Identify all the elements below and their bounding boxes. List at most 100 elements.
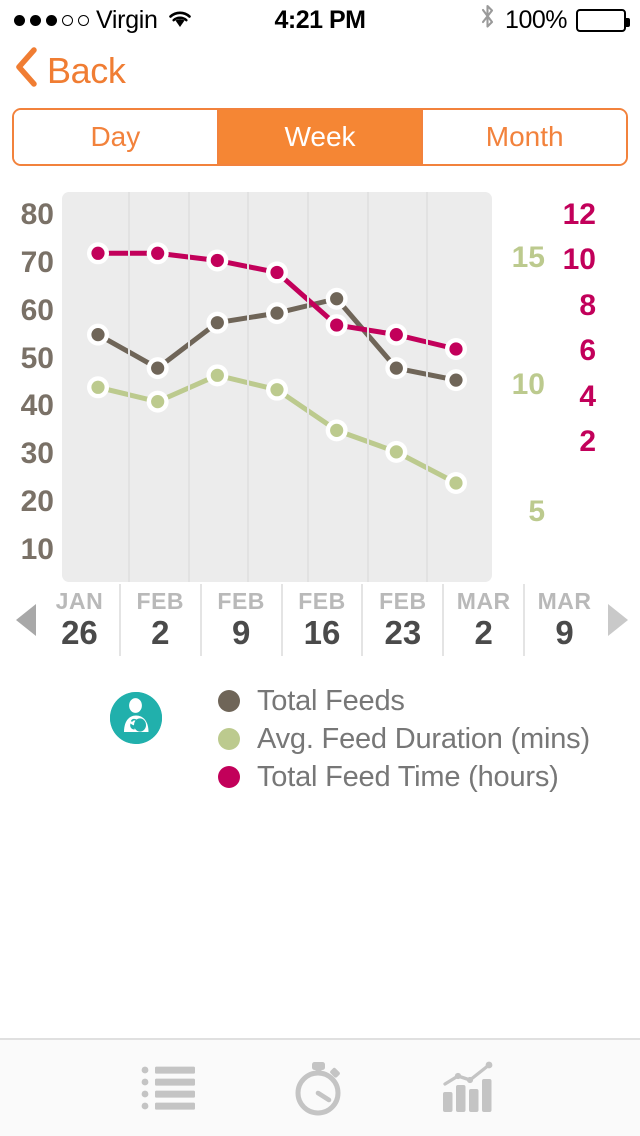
battery-full-icon	[576, 8, 630, 32]
data-point[interactable]	[210, 253, 224, 268]
legend-label: Total Feeds	[257, 684, 405, 717]
y-tick-left-20: 20	[20, 485, 54, 519]
x-axis: JAN 26 FEB 2 FEB 9 FEB 16 FEB 23 MAR 2 MAR 9	[0, 584, 640, 656]
data-point[interactable]	[270, 306, 284, 320]
y-tick-feedtime-8: 8	[579, 288, 596, 322]
x-axis-label-1[interactable]: FEB 2	[121, 584, 202, 656]
data-point[interactable]	[151, 361, 165, 375]
y-tick-feedtime-12: 12	[562, 198, 596, 231]
data-point[interactable]	[449, 476, 463, 490]
data-point[interactable]	[389, 328, 403, 342]
gridline-4	[306, 192, 309, 582]
y-tick-left-40: 40	[20, 389, 54, 423]
x-label-month: JAN	[55, 588, 104, 615]
data-point[interactable]	[330, 423, 344, 437]
legend-label: Total Feed Time (hours)	[257, 760, 559, 793]
legend-item-0: Total Feeds	[218, 682, 590, 720]
x-axis-label-3[interactable]: FEB 16	[283, 584, 364, 656]
battery-percent-label: 100%	[505, 5, 567, 34]
chart-icon	[443, 1061, 493, 1112]
chart-lines	[87, 242, 467, 494]
x-label-month: MAR	[537, 588, 592, 615]
y-tick-left-60: 60	[20, 293, 54, 327]
x-label-month: FEB	[298, 588, 346, 615]
status-bar: Virgin 4:21 PM 100%	[0, 0, 640, 40]
data-point[interactable]	[389, 361, 403, 375]
segment-month[interactable]: Month	[423, 110, 626, 164]
x-label-month: FEB	[379, 588, 427, 615]
gridline-5	[366, 192, 369, 582]
data-point[interactable]	[270, 383, 284, 397]
segment-day[interactable]: Day	[14, 110, 219, 164]
data-point[interactable]	[210, 368, 224, 382]
legend-item-2: Total Feed Time (hours)	[218, 758, 590, 796]
tab-bar	[0, 1038, 640, 1136]
x-axis-label-4[interactable]: FEB 23	[363, 584, 445, 656]
signal-dot-3	[46, 14, 57, 26]
data-point[interactable]	[389, 445, 403, 459]
signal-dot-1	[14, 14, 25, 26]
data-point[interactable]	[449, 373, 463, 387]
data-point[interactable]	[91, 328, 105, 342]
x-label-month: FEB	[217, 588, 265, 615]
status-bar-left: Virgin	[14, 6, 193, 35]
y-axis-right-feedtime: 12 10 8 6 4 2	[548, 192, 610, 582]
segment-week[interactable]: Week	[218, 110, 424, 164]
y-tick-left-50: 50	[20, 341, 54, 375]
x-label-day: 26	[61, 613, 98, 651]
gridline-1	[127, 192, 130, 582]
data-point[interactable]	[210, 316, 224, 330]
x-label-day: 23	[384, 613, 422, 651]
list-icon	[141, 1066, 195, 1110]
signal-dot-4	[62, 14, 73, 26]
y-tick-left-80: 80	[20, 198, 54, 231]
x-label-day: 16	[303, 613, 341, 651]
y-tick-left-10: 10	[20, 533, 54, 566]
tab-timer[interactable]	[283, 1053, 357, 1123]
chart-section: 80 70 60 50 40 30 20 10 15 10 5 12 10 8 6 4 2 JAN 26 FEB…	[0, 192, 640, 662]
y-tick-feedtime-10: 10	[562, 243, 596, 277]
status-bar-right: 100%	[480, 3, 630, 37]
gridline-2	[187, 192, 190, 582]
tab-list[interactable]	[133, 1053, 207, 1123]
chevron-left-icon	[14, 46, 39, 97]
x-axis-label-2[interactable]: FEB 9	[202, 584, 283, 656]
data-point[interactable]	[330, 318, 344, 332]
signal-dot-5	[78, 14, 89, 26]
data-point[interactable]	[270, 265, 284, 280]
x-axis-label-5[interactable]: MAR 2	[444, 584, 526, 656]
x-label-day: 2	[474, 613, 493, 651]
chart-plot-area	[62, 192, 492, 582]
previous-period-button[interactable]	[16, 604, 36, 636]
y-axis-right-duration: 15 10 5	[497, 192, 545, 582]
x-label-day: 2	[151, 613, 170, 651]
back-button[interactable]: Back	[14, 46, 126, 97]
period-segmented-control[interactable]: Day Week Month	[12, 108, 628, 166]
x-axis-label-6[interactable]: MAR 9	[525, 584, 604, 656]
y-tick-left-70: 70	[20, 245, 54, 279]
tab-chart[interactable]	[433, 1053, 507, 1123]
next-period-button[interactable]	[608, 604, 628, 636]
legend-swatch-icon	[218, 766, 240, 788]
legend-items: Total Feeds Avg. Feed Duration (mins) Tota…	[218, 682, 590, 796]
data-point[interactable]	[449, 342, 463, 356]
y-tick-feedtime-6: 6	[579, 334, 596, 368]
y-tick-left-30: 30	[20, 437, 54, 471]
x-label-day: 9	[231, 613, 251, 651]
navigation-bar: Back	[0, 40, 640, 102]
data-point[interactable]	[91, 380, 105, 394]
data-point[interactable]	[91, 246, 105, 260]
y-tick-duration-5: 5	[528, 494, 545, 528]
legend-label: Avg. Feed Duration (mins)	[257, 722, 590, 755]
legend-item-1: Avg. Feed Duration (mins)	[218, 720, 590, 758]
data-point[interactable]	[151, 246, 165, 260]
x-axis-label-0[interactable]: JAN 26	[40, 584, 121, 656]
data-point[interactable]	[151, 395, 165, 409]
y-tick-duration-10: 10	[511, 367, 545, 401]
signal-strength-dots	[14, 14, 89, 26]
x-label-month: MAR	[456, 588, 511, 615]
signal-dot-2	[30, 14, 41, 26]
x-label-day: 9	[555, 613, 574, 651]
data-point[interactable]	[330, 292, 344, 306]
breastfeeding-icon	[110, 692, 162, 744]
